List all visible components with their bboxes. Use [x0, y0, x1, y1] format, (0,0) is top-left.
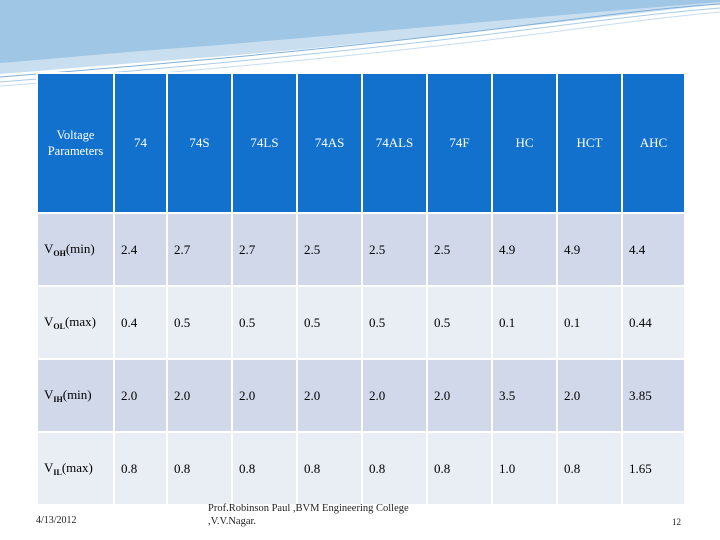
parameter-cell: VIL(max) [36, 431, 115, 506]
value-cell: 0.5 [426, 285, 493, 360]
value-cell: 2.4 [113, 212, 168, 287]
parameter-suffix: (min) [65, 241, 95, 256]
parameter-subscript: OH [53, 249, 66, 258]
parameter-symbol: V [44, 241, 54, 256]
value-cell: 0.4 [113, 285, 168, 360]
table-header-row: Voltage Parameters 74 74S 74LS 74AS 74AL… [36, 72, 686, 214]
value-cell: 4.9 [491, 212, 558, 287]
value-cell: 0.8 [296, 431, 363, 506]
value-cell: 0.8 [166, 431, 233, 506]
value-cell: 3.5 [491, 358, 558, 433]
value-cell: 0.5 [166, 285, 233, 360]
value-cell: 0.8 [113, 431, 168, 506]
footer-date: 4/13/2012 [36, 515, 77, 526]
value-cell: 2.7 [231, 212, 298, 287]
column-header: Voltage Parameters [36, 72, 115, 214]
parameter-cell: VOL(max) [36, 285, 115, 360]
value-cell: 0.8 [556, 431, 623, 506]
value-cell: 2.0 [113, 358, 168, 433]
value-cell: 2.0 [556, 358, 623, 433]
value-cell: 0.5 [231, 285, 298, 360]
column-header: 74S [166, 72, 233, 214]
table-row: VIL(max) 0.8 0.8 0.8 0.8 0.8 0.8 1.0 0.8… [36, 431, 686, 506]
parameter-subscript: IL [53, 468, 62, 477]
value-cell: 2.5 [426, 212, 493, 287]
voltage-parameters-table: Voltage Parameters 74 74S 74LS 74AS 74AL… [36, 72, 686, 506]
table-row: VIH(min) 2.0 2.0 2.0 2.0 2.0 2.0 3.5 2.0… [36, 358, 686, 433]
parameter-subscript: IH [53, 395, 63, 404]
parameter-cell: VIH(min) [36, 358, 115, 433]
column-header: 74F [426, 72, 493, 214]
value-cell: 1.0 [491, 431, 558, 506]
value-cell: 0.5 [361, 285, 428, 360]
parameter-subscript: OL [53, 322, 65, 331]
footer-credit: Prof.Robinson Paul ,BVM Engineering Coll… [208, 502, 409, 528]
value-cell: 0.44 [621, 285, 686, 360]
value-cell: 0.5 [296, 285, 363, 360]
value-cell: 3.85 [621, 358, 686, 433]
value-cell: 2.0 [166, 358, 233, 433]
column-header: 74AS [296, 72, 363, 214]
value-cell: 0.8 [231, 431, 298, 506]
parameter-suffix: (max) [64, 314, 96, 329]
parameter-suffix: (min) [62, 387, 92, 402]
value-cell: 2.5 [361, 212, 428, 287]
value-cell: 2.0 [361, 358, 428, 433]
parameter-cell: VOH(min) [36, 212, 115, 287]
column-header: 74LS [231, 72, 298, 214]
value-cell: 1.65 [621, 431, 686, 506]
value-cell: 0.1 [491, 285, 558, 360]
value-cell: 0.8 [361, 431, 428, 506]
parameter-symbol: V [44, 387, 54, 402]
column-header: 74 [113, 72, 168, 214]
column-header: HCT [556, 72, 623, 214]
parameter-suffix: (max) [61, 460, 93, 475]
value-cell: 0.8 [426, 431, 493, 506]
table-row: VOH(min) 2.4 2.7 2.7 2.5 2.5 2.5 4.9 4.9… [36, 212, 686, 287]
value-cell: 2.0 [426, 358, 493, 433]
column-header: AHC [621, 72, 686, 214]
value-cell: 2.7 [166, 212, 233, 287]
column-header: 74ALS [361, 72, 428, 214]
table-row: VOL(max) 0.4 0.5 0.5 0.5 0.5 0.5 0.1 0.1… [36, 285, 686, 360]
parameter-symbol: V [44, 460, 54, 475]
footer-credit-line: Prof.Robinson Paul ,BVM Engineering Coll… [208, 503, 409, 514]
value-cell: 4.4 [621, 212, 686, 287]
column-header: HC [491, 72, 558, 214]
value-cell: 2.0 [296, 358, 363, 433]
value-cell: 2.0 [231, 358, 298, 433]
footer-credit-line: ,V.V.Nagar. [208, 516, 257, 527]
header-swoosh-decoration [0, 0, 720, 87]
slide-number: 12 [672, 517, 681, 527]
value-cell: 4.9 [556, 212, 623, 287]
value-cell: 0.1 [556, 285, 623, 360]
value-cell: 2.5 [296, 212, 363, 287]
parameter-symbol: V [44, 314, 54, 329]
